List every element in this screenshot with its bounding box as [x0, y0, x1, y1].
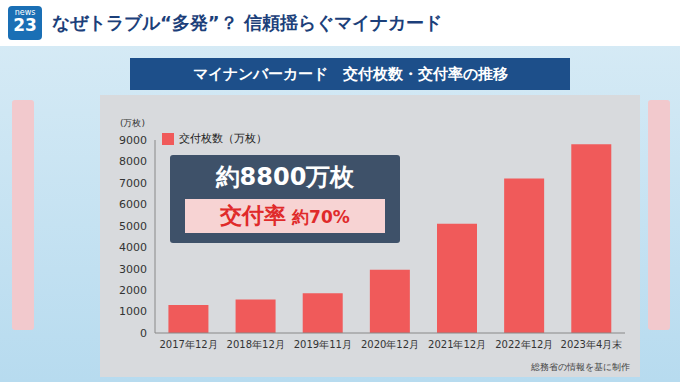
svg-text:2017年12月: 2017年12月: [159, 339, 217, 350]
svg-text:3000: 3000: [119, 263, 147, 276]
html-text:約8800万枚: 約8800万枚: [215, 163, 355, 191]
svg-text:4000: 4000: [119, 241, 147, 254]
svg-text:8000: 8000: [119, 155, 147, 168]
svg-text:2020年12月: 2020年12月: [361, 339, 419, 350]
html-text:交付率 約70%: 交付率 約70%: [220, 203, 350, 228]
svg-text:9000: 9000: [119, 134, 147, 147]
html-text:交付枚数（万枚）: 交付枚数（万枚）: [179, 132, 267, 145]
html-text:23: 23: [13, 15, 37, 35]
svg-text:2018年12月: 2018年12月: [227, 339, 285, 350]
svg-text:1000: 1000: [119, 305, 147, 318]
html-text:マイナンバーカード 交付枚数・交付率の推移: マイナンバーカード 交付枚数・交付率の推移: [192, 65, 508, 83]
svg-text:(万枚): (万枚): [120, 118, 145, 128]
svg-text:2019年11月: 2019年11月: [294, 339, 352, 350]
svg-text:2000: 2000: [119, 284, 147, 297]
svg-text:7000: 7000: [119, 177, 147, 190]
html-text:なぜトラブル“多発”？ 信頼揺らぐマイナカード: なぜトラブル“多発”？ 信頼揺らぐマイナカード: [52, 12, 442, 33]
html-text:news: news: [14, 8, 36, 17]
html-text:総務省の情報を基に制作: 総務省の情報を基に制作: [531, 362, 630, 372]
svg-text:2023年4月末: 2023年4月末: [561, 339, 623, 350]
svg-text:6000: 6000: [119, 198, 147, 211]
svg-text:0: 0: [140, 327, 147, 340]
svg-text:2022年12月: 2022年12月: [495, 339, 553, 350]
svg-text:2021年12月: 2021年12月: [428, 339, 486, 350]
svg-text:5000: 5000: [119, 220, 147, 233]
